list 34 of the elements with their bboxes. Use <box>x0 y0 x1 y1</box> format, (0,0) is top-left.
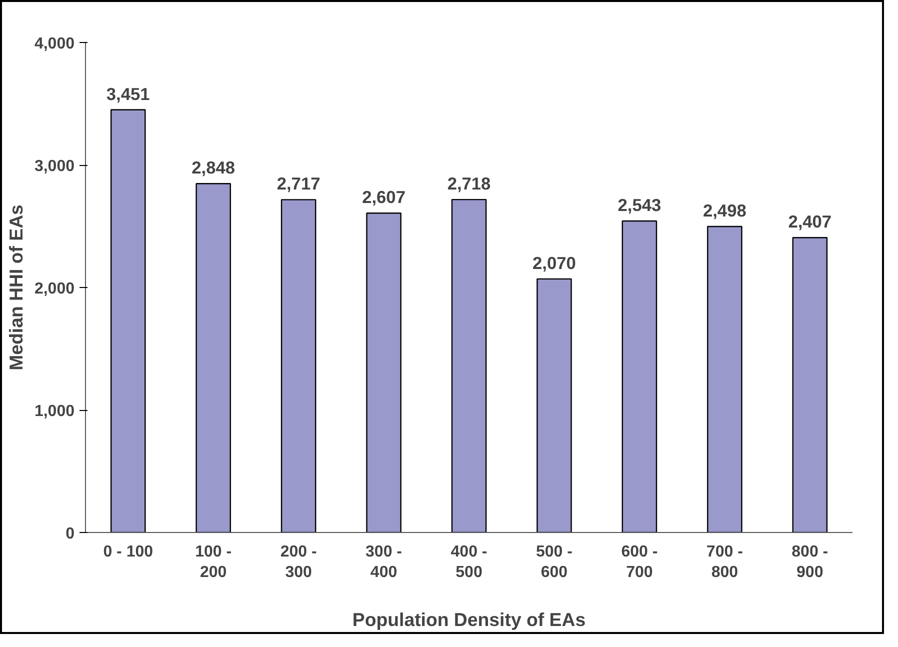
y-tick-label: 4,000 <box>34 36 75 52</box>
y-tick-label: 1,000 <box>34 403 75 420</box>
x-tick-label: 0 - 100 <box>103 544 154 560</box>
x-tick-label: 500 - 600 <box>536 544 572 581</box>
bar <box>196 183 231 532</box>
bar <box>536 278 572 532</box>
x-tick-label: 200 - 300 <box>280 544 317 581</box>
data-label: 2,407 <box>788 212 832 232</box>
x-tick-label: 800 - 900 <box>792 544 828 581</box>
data-label: 3,451 <box>106 84 150 104</box>
data-label: 2,543 <box>618 194 662 215</box>
data-label: 2,848 <box>192 158 236 178</box>
x-tick-label: 300 - 400 <box>366 544 402 581</box>
bar <box>451 198 487 532</box>
data-label: 2,498 <box>702 200 747 220</box>
x-tick-label: 700 - 800 <box>706 544 743 581</box>
x-tick-label: 400 - 500 <box>450 544 488 581</box>
bar <box>707 226 742 532</box>
y-tick-label: 3,000 <box>34 158 75 175</box>
y-tick-label: 2,000 <box>34 280 75 298</box>
bar <box>110 109 146 532</box>
x-axis-title: Population Density of EAs <box>352 608 586 630</box>
bar <box>792 237 828 532</box>
x-tick-label: 600 - 700 <box>621 544 658 581</box>
data-label: 2,717 <box>276 174 320 194</box>
data-label: 2,718 <box>447 174 492 194</box>
bar <box>366 212 402 532</box>
bar <box>622 220 658 532</box>
y-axis-title: Median HHI of EAs <box>5 204 26 370</box>
data-label: 2,607 <box>362 187 406 208</box>
bar <box>280 199 316 532</box>
y-tick-label: 0 <box>66 526 75 542</box>
x-tick-label: 100 - 200 <box>195 544 232 581</box>
data-label: 2,070 <box>532 252 576 273</box>
